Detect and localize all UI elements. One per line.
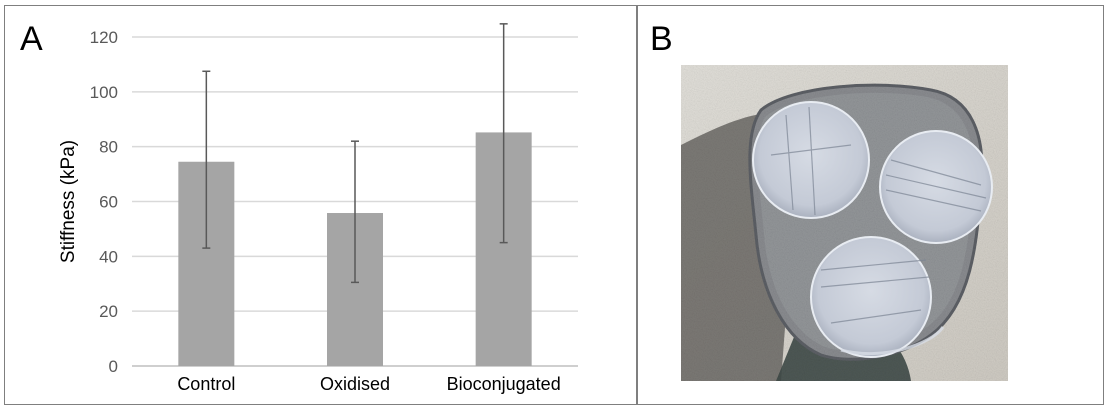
panel-a-label: A <box>20 20 43 58</box>
y-axis-label: Stiffness (kPa) <box>58 140 79 263</box>
figure-frame <box>4 5 1104 405</box>
y-tick-label: 100 <box>90 83 118 102</box>
stiffness-bar-chart: 0 20 40 60 80 100 120 Stiffness (kPa) Control Oxi… <box>58 23 578 394</box>
gel-disc-bottom <box>810 236 932 358</box>
y-tick-label: 120 <box>90 28 118 47</box>
x-tick-label: Control <box>177 374 235 394</box>
y-tick-label: 40 <box>99 247 118 266</box>
gel-disc-top-left <box>752 101 870 219</box>
y-tick-label: 20 <box>99 302 118 321</box>
x-tick-label: Oxidised <box>320 374 390 394</box>
x-tick-label: Bioconjugated <box>447 374 561 394</box>
y-tick-label: 0 <box>109 357 118 376</box>
gel-disc-photo <box>681 65 1008 381</box>
panel-divider <box>636 5 638 405</box>
panel-b-label: B <box>650 20 673 58</box>
y-tick-label: 60 <box>99 193 118 212</box>
y-tick-label: 80 <box>99 138 118 157</box>
